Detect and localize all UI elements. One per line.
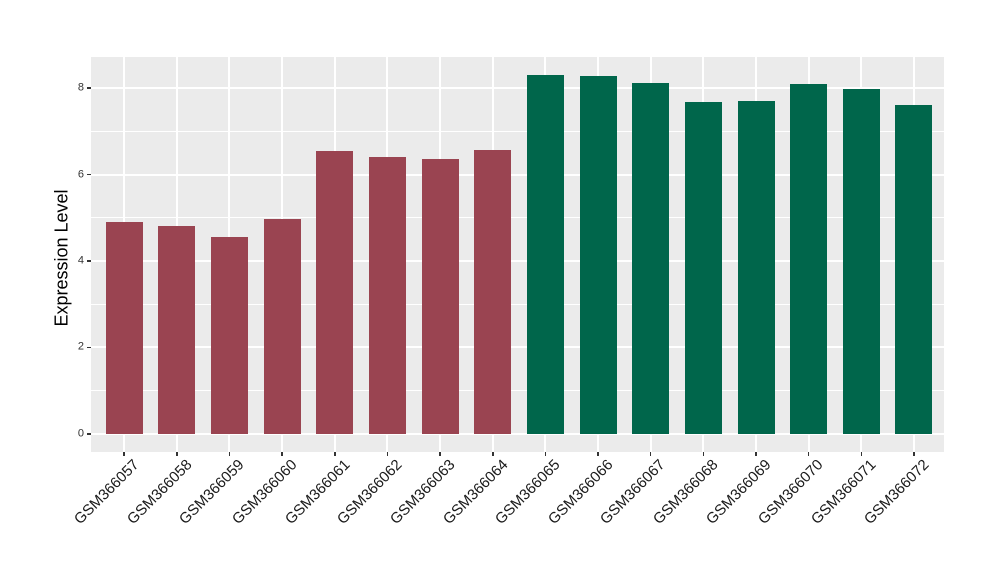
bar-GSM366072 bbox=[895, 104, 933, 434]
y-tick-label: 8 bbox=[77, 81, 84, 94]
bar-GSM366068 bbox=[684, 102, 722, 434]
bar-GSM366060 bbox=[263, 219, 301, 434]
x-tick-mark bbox=[755, 452, 757, 456]
y-tick-label: 4 bbox=[77, 254, 84, 267]
gridline-horizontal-minor bbox=[91, 390, 944, 392]
gridline-horizontal-minor bbox=[91, 130, 944, 132]
x-tick-mark bbox=[544, 452, 547, 456]
bar-GSM366058 bbox=[158, 225, 196, 434]
x-tick-mark bbox=[334, 452, 336, 456]
bar-GSM366062 bbox=[368, 156, 406, 434]
x-tick-mark bbox=[913, 452, 915, 456]
y-tick-mark bbox=[87, 173, 91, 176]
gridline-horizontal-minor bbox=[91, 217, 944, 219]
y-tick-mark bbox=[87, 346, 91, 349]
y-tick-label: 2 bbox=[77, 340, 84, 353]
gridline-horizontal-minor bbox=[91, 303, 944, 305]
y-tick-label: 6 bbox=[77, 168, 84, 181]
x-tick-mark bbox=[386, 452, 389, 456]
bar-GSM366070 bbox=[790, 84, 828, 434]
x-tick-mark bbox=[176, 452, 178, 456]
gridline-horizontal-major bbox=[91, 259, 944, 262]
x-tick-mark bbox=[281, 452, 283, 456]
x-tick-mark bbox=[439, 452, 441, 456]
x-tick-mark bbox=[597, 452, 599, 456]
bar-GSM366067 bbox=[632, 82, 670, 434]
y-tick-mark bbox=[87, 433, 91, 435]
gridline-horizontal-major bbox=[91, 87, 944, 90]
x-tick-mark bbox=[649, 452, 652, 456]
x-tick-mark bbox=[807, 452, 810, 456]
bar-GSM366057 bbox=[105, 222, 143, 434]
x-tick-mark bbox=[860, 452, 863, 456]
y-tick-mark bbox=[87, 87, 91, 89]
gridline-horizontal-major bbox=[91, 432, 944, 435]
bar-GSM366065 bbox=[526, 75, 564, 434]
gridline-horizontal-major bbox=[91, 346, 944, 349]
x-tick-mark bbox=[123, 452, 125, 456]
bar-GSM366069 bbox=[737, 101, 775, 434]
bar-GSM366066 bbox=[579, 75, 617, 434]
x-tick-mark bbox=[702, 452, 705, 456]
bar-GSM366059 bbox=[210, 236, 248, 434]
y-tick-mark bbox=[87, 260, 91, 262]
bar-GSM366064 bbox=[474, 150, 512, 434]
x-tick-mark bbox=[492, 452, 494, 456]
x-tick-mark bbox=[228, 452, 231, 456]
bar-GSM366063 bbox=[421, 158, 459, 434]
bar-GSM366071 bbox=[842, 88, 880, 434]
y-tick-label: 0 bbox=[77, 427, 84, 440]
bar-GSM366061 bbox=[316, 150, 354, 434]
gridline-horizontal-major bbox=[91, 173, 944, 176]
